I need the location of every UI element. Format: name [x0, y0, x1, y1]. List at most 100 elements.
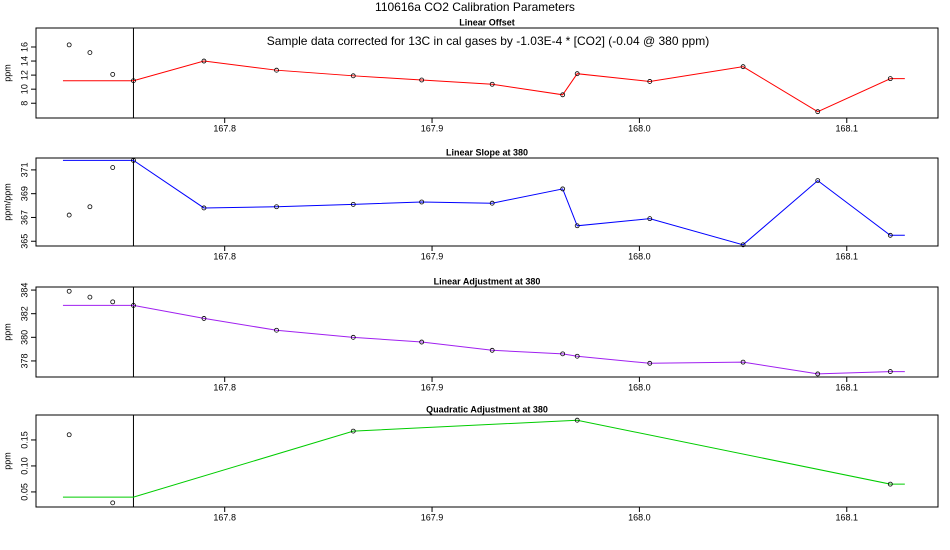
- x-tick-label: 167.9: [421, 251, 444, 261]
- y-tick-label: 10: [19, 84, 29, 94]
- data-point: [201, 316, 207, 321]
- plot-frame: [35, 286, 939, 378]
- y-tick-label: 0.10: [19, 457, 29, 475]
- x-tick-label: 167.8: [213, 251, 236, 261]
- data-point: [350, 201, 356, 207]
- data-point: [110, 72, 116, 77]
- panel-title: Linear Slope at 380: [446, 147, 528, 157]
- data-point: [274, 327, 279, 333]
- data-point: [647, 360, 653, 366]
- x-tick-label: 168.0: [628, 512, 651, 522]
- data-point: [87, 294, 93, 300]
- data-line: [62, 419, 905, 498]
- y-tick-label: 365: [19, 234, 29, 249]
- x-tick-label: 168.0: [628, 382, 651, 392]
- data-point: [131, 157, 136, 163]
- data-point: [131, 303, 136, 308]
- y-tick-label: 367: [19, 210, 29, 225]
- plot-frame: [35, 414, 939, 508]
- data-point: [489, 200, 495, 206]
- y-tick-label: 380: [19, 330, 29, 345]
- data-line: [62, 159, 905, 246]
- x-tick-label: 168.1: [835, 123, 858, 133]
- data-point: [647, 216, 653, 222]
- data-point: [66, 212, 72, 218]
- data-point: [574, 223, 580, 229]
- page-title: 110616a CO2 Calibration Parameters: [375, 0, 575, 14]
- plot-frame: [35, 157, 939, 247]
- data-point: [131, 78, 136, 84]
- panel-title: Linear Offset: [459, 17, 515, 27]
- x-tick-label: 167.8: [213, 123, 236, 133]
- data-point: [66, 432, 72, 438]
- data-point: [274, 67, 279, 73]
- y-axis-label: ppm/ppm: [2, 183, 12, 221]
- x-tick-label: 168.1: [835, 382, 858, 392]
- y-tick-label: 14: [19, 56, 29, 66]
- y-axis-label: ppm: [2, 452, 12, 470]
- data-point: [350, 428, 356, 434]
- data-point: [740, 242, 746, 248]
- x-tick-label: 167.9: [421, 382, 444, 392]
- y-tick-label: 382: [19, 306, 29, 321]
- y-tick-label: 0.05: [19, 483, 29, 501]
- data-point: [887, 369, 893, 374]
- y-tick-label: 378: [19, 353, 29, 368]
- data-point: [87, 204, 93, 210]
- data-point: [110, 500, 116, 506]
- data-point: [560, 351, 566, 357]
- y-tick-label: 12: [19, 70, 29, 80]
- y-tick-label: 16: [19, 42, 29, 52]
- data-point: [274, 204, 279, 210]
- data-point: [66, 42, 72, 48]
- data-point: [201, 205, 207, 211]
- x-tick-label: 168.1: [835, 512, 858, 522]
- data-line: [62, 304, 905, 375]
- x-tick-label: 167.8: [213, 382, 236, 392]
- data-point: [815, 371, 821, 377]
- data-point: [815, 178, 821, 183]
- data-point: [87, 50, 93, 56]
- y-tick-label: 8: [19, 101, 29, 106]
- panel-title: Linear Adjustment at 380: [434, 276, 541, 286]
- data-point: [560, 186, 566, 192]
- data-point: [350, 334, 356, 340]
- x-tick-label: 167.8: [213, 512, 236, 522]
- y-axis-label: ppm: [2, 323, 12, 341]
- data-point: [740, 64, 746, 70]
- y-axis-label: ppm: [2, 64, 12, 82]
- data-point: [489, 347, 495, 353]
- data-line: [62, 60, 905, 113]
- data-point: [574, 353, 580, 359]
- panel-title: Quadratic Adjustment at 380: [426, 404, 548, 414]
- x-tick-label: 167.9: [421, 123, 444, 133]
- annotation: Sample data corrected for 13C in cal gas…: [267, 34, 709, 48]
- data-point: [740, 359, 746, 365]
- data-point: [110, 165, 116, 170]
- data-point: [419, 199, 425, 205]
- data-point: [887, 232, 893, 238]
- data-point: [350, 73, 356, 79]
- x-tick-label: 168.0: [628, 123, 651, 133]
- y-tick-label: 371: [19, 162, 29, 177]
- x-tick-label: 167.9: [421, 512, 444, 522]
- data-point: [560, 92, 566, 98]
- data-point: [489, 81, 495, 87]
- data-point: [647, 79, 653, 84]
- data-point: [66, 288, 72, 294]
- data-point: [574, 71, 580, 77]
- x-tick-label: 168.1: [835, 251, 858, 261]
- y-tick-label: 384: [19, 283, 29, 298]
- data-point: [887, 76, 893, 82]
- y-tick-label: 0.15: [19, 431, 29, 449]
- y-tick-label: 369: [19, 186, 29, 201]
- plot-frame: [35, 27, 939, 119]
- data-point: [110, 299, 116, 305]
- data-point: [574, 417, 580, 423]
- data-point: [419, 339, 425, 345]
- data-point: [815, 109, 821, 115]
- x-tick-label: 168.0: [628, 251, 651, 261]
- data-point: [887, 481, 893, 487]
- data-point: [419, 77, 425, 83]
